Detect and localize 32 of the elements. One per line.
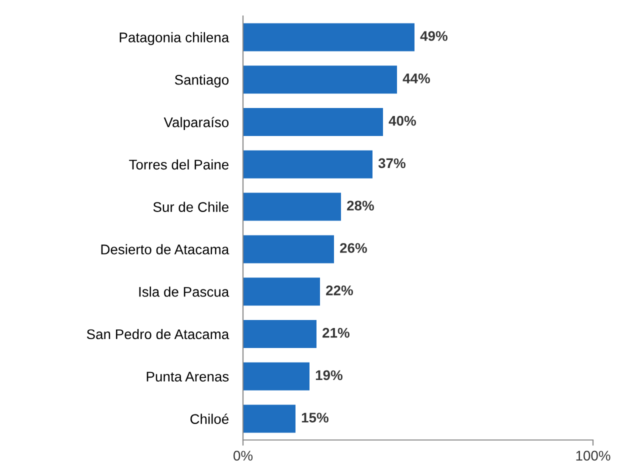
data-label: 49% — [420, 31, 448, 41]
y-tick-label: San Pedro de Atacama — [86, 328, 230, 340]
bar — [243, 235, 334, 264]
data-label: 22% — [326, 285, 353, 296]
y-tick-label: Santiago — [174, 74, 229, 88]
x-tick-label: 100% — [576, 450, 610, 461]
y-tick-label: Chiloé — [190, 414, 228, 424]
bar — [243, 192, 341, 221]
data-label: 15% — [302, 412, 328, 423]
y-tick-label: Isla de Pascua — [139, 286, 230, 297]
y-tick-label: Desierto de Atacama — [101, 244, 230, 254]
y-tick-label: Valparaíso — [164, 116, 229, 130]
data-label: 26% — [340, 243, 367, 253]
bar — [243, 404, 296, 433]
data-label: 21% — [322, 328, 350, 338]
data-label: 28% — [347, 200, 374, 211]
bar — [243, 23, 414, 52]
bar — [243, 108, 383, 136]
bar — [243, 278, 320, 306]
x-tick-label: 0% — [234, 450, 253, 461]
data-label: 19% — [316, 370, 342, 380]
bar — [243, 150, 372, 178]
bar — [243, 320, 316, 348]
y-tick-label: Sur de Chile — [153, 202, 228, 212]
y-tick-label: Punta Arenas — [146, 372, 229, 382]
data-label: 37% — [378, 158, 406, 168]
y-tick-label: Torres del Paine — [129, 159, 228, 170]
y-tick-label: Patagonia chilena — [120, 32, 230, 46]
data-label: 40% — [388, 116, 416, 126]
data-label: 44% — [402, 74, 430, 84]
bar — [243, 362, 310, 390]
bar — [243, 66, 397, 94]
